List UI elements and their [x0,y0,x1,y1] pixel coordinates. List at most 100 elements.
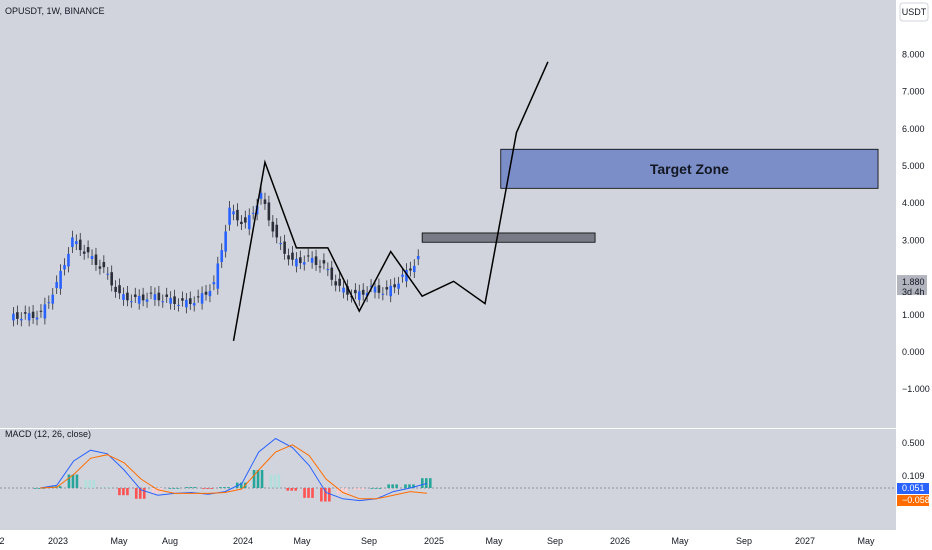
macd-hist-bar [101,487,104,488]
macd-hist-bar [336,488,340,495]
candle-body [310,257,314,263]
macd-hist-bar [307,488,310,498]
candle-body [365,292,369,297]
candle-body [55,282,58,289]
time-tick-label: 2024 [233,536,253,546]
candle-body [228,207,231,225]
candle-body [259,192,263,199]
candle-body [47,302,51,304]
macd-lines [39,437,428,502]
macd-hist-bar [374,488,378,489]
macd-hist-bar [84,479,88,488]
candle-body [267,202,271,221]
macd-hist-bar [151,488,155,494]
candle-body [279,243,282,245]
time-axis[interactable]: 2 2023 May Aug 2024 May Sep 2025 May Sep 2026 May Se… [0,536,875,546]
target-zone [500,148,879,189]
candle-body [314,256,318,265]
macd-hist-bar [408,484,411,488]
candle-body [161,301,165,303]
macd-hist-bar [75,474,79,488]
candle-body [346,286,349,295]
candle-body [173,296,176,305]
resistance-zone [421,232,596,243]
candle-body [51,294,55,304]
candle-body [393,284,396,288]
macd-hist-bar [290,488,293,491]
candle-body [389,285,393,297]
macd-hist-bar [122,488,125,496]
candle-body [27,313,31,321]
currency-button-label[interactable]: USDT [902,7,927,17]
macd-hist-bar [172,488,176,489]
candle-body [20,318,23,321]
price-tick-label: 3.000 [902,235,925,245]
candle-body [263,199,267,204]
main-pane[interactable] [0,0,896,428]
macd-hist-bar [340,488,344,495]
candle-body [78,239,82,251]
projection-path [232,61,549,341]
candle-body [330,267,334,280]
candle-body [334,281,337,286]
macd-hist-bar [138,488,142,499]
macd-hist-bar [168,488,172,489]
macd-hist-bar [361,488,365,490]
macd-hist-bar [193,487,197,488]
price-axis[interactable]: 8.000 7.000 6.000 5.000 4.000 3.000 1.000 0.000… [902,49,930,394]
price-tick-label: 1.000 [902,310,925,320]
candle-body [63,264,66,270]
candle-body [137,296,141,304]
candle-body [338,278,341,286]
signal-line [39,444,428,500]
time-tick-label: May [485,536,503,546]
macd-hist-bar [223,487,226,488]
candle-body [369,285,373,287]
macd-pane[interactable] [0,429,896,530]
macd-hist-bar [387,484,390,488]
candle-body [381,293,385,295]
time-tick-label: May [110,536,128,546]
candle-body [302,262,306,265]
macd-hist-bar [260,470,264,488]
candle-body [126,292,129,301]
candle-body [157,292,161,301]
time-tick-label: 2027 [795,536,815,546]
candle-body [413,265,416,273]
candle-body [110,272,113,286]
candle-body [192,303,196,306]
candle-body [251,212,255,214]
time-tick-label: May [671,536,689,546]
candle-body [12,313,15,321]
candle-body [122,294,125,300]
macd-hist-bar [311,488,314,498]
macd-hist-bar [370,488,374,489]
macd-hist-bar [429,478,432,488]
candle-body [342,287,345,293]
candle-body [106,273,110,275]
candle-body [216,263,220,289]
currency-button[interactable]: USDT [899,2,929,22]
candle-body [114,286,117,292]
macd-hist-bar [42,488,45,489]
macd-hist-bar [391,484,394,488]
target-zone-label: Target Zone [650,161,729,177]
macd-axis[interactable]: 0.500 [902,438,925,448]
macd-hist-bar [67,474,71,488]
signal-value-tag: −0.058 [902,495,930,505]
candle-body [401,274,404,277]
macd-hist-bar [421,478,424,488]
macd-hist-bar [395,484,398,488]
candle-body [291,252,294,260]
candle-body [23,312,27,314]
price-tick-label: 0.000 [902,347,925,357]
candle-body [385,287,389,290]
macd-hist-bar [206,488,209,489]
macd-hist-bar [185,487,189,488]
candle-body [177,304,180,306]
macd-title: MACD (12, 26, close) [5,429,91,439]
candle-body [181,298,184,301]
macd-hist-bar [252,470,256,488]
